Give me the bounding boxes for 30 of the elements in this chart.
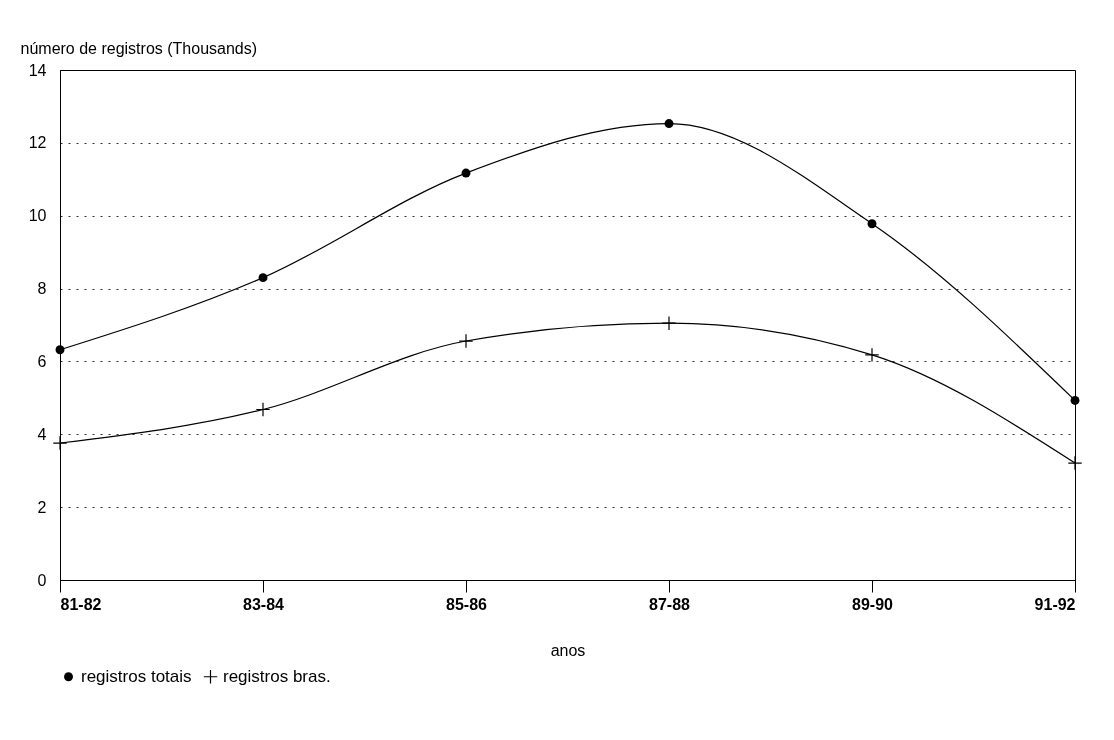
point — [1068, 456, 1082, 470]
y-tick-label: 4 — [37, 425, 47, 443]
x-tick-label: 89-90 — [852, 595, 894, 613]
x-tick-label: 87-88 — [649, 595, 691, 613]
point — [664, 119, 674, 129]
y-tick-label: 2 — [37, 498, 47, 516]
x-tick-label: 83-84 — [243, 595, 285, 613]
x-tick-label: 81-82 — [60, 595, 102, 613]
point — [867, 219, 877, 229]
point — [459, 334, 473, 348]
x-tick-label: 91-92 — [1034, 595, 1076, 613]
point — [256, 402, 270, 417]
point — [461, 168, 471, 178]
y-tick-label: 12 — [28, 134, 47, 152]
legend-label: registros totais — [81, 666, 192, 686]
y-tick-label: 14 — [28, 61, 47, 79]
point — [1070, 395, 1080, 405]
legend-label: registros bras. — [223, 666, 331, 686]
y-axis-title: número de registros (Thousands) — [20, 39, 258, 57]
y-tick-label: 6 — [37, 352, 47, 370]
point — [55, 345, 65, 355]
y-tick-label: 10 — [28, 207, 47, 225]
y-tick-label: 8 — [37, 280, 47, 298]
point — [258, 273, 268, 283]
point — [53, 436, 67, 450]
x-tick-label: 85-86 — [446, 595, 488, 613]
point — [662, 316, 676, 330]
x-axis-title: anos — [550, 641, 586, 659]
y-tick-label: 0 — [37, 571, 47, 589]
point — [865, 348, 879, 362]
